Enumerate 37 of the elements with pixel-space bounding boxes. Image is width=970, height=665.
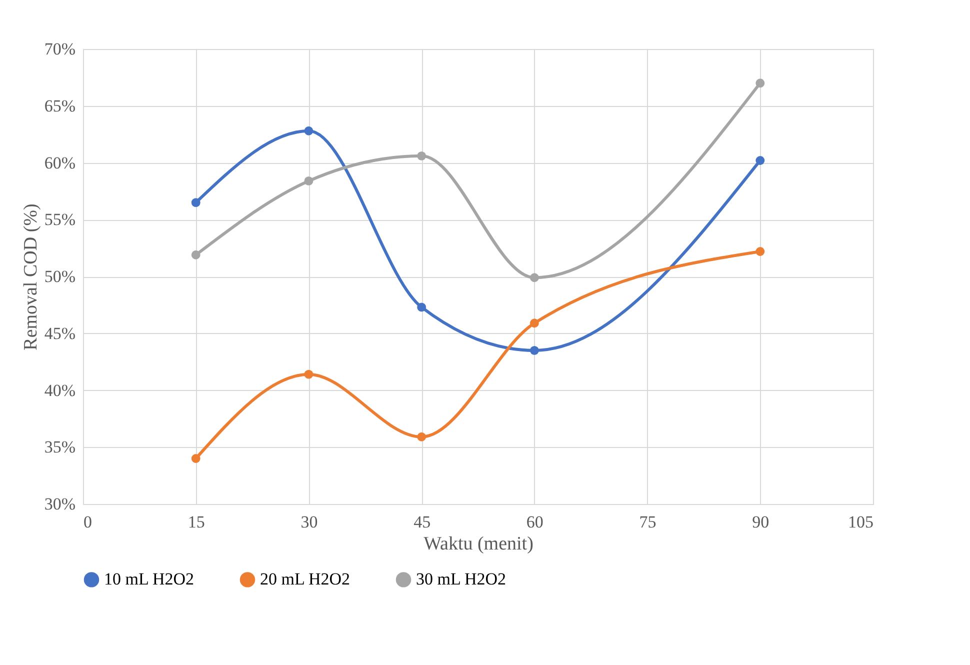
point <box>417 302 426 312</box>
y-tick-label: 65% <box>44 96 76 116</box>
point <box>756 156 765 165</box>
point <box>191 198 200 208</box>
point <box>304 370 314 379</box>
y-tick-label: 55% <box>44 210 76 230</box>
legend-label: 30 mL H2O2 <box>416 570 506 589</box>
y-tick-label: 45% <box>44 324 76 343</box>
point <box>756 78 765 88</box>
point <box>530 346 539 355</box>
y-tick-label: 60% <box>44 153 76 172</box>
point <box>191 454 200 463</box>
x-tick-label: 105 <box>848 512 874 532</box>
legend-label: 10 mL H2O2 <box>104 570 194 589</box>
point <box>530 273 539 282</box>
point <box>530 318 539 328</box>
point <box>304 126 314 136</box>
y-tick-label: 30% <box>44 494 76 514</box>
y-tick-label: 40% <box>44 380 76 400</box>
y-tick-label: 70% <box>44 40 76 58</box>
y-axis-title: Removal COD (%) <box>20 204 42 350</box>
y-tick-label: 35% <box>44 438 76 457</box>
x-tick-label: 75 <box>639 512 656 532</box>
x-tick-label: 0 <box>84 512 92 532</box>
point <box>417 432 426 442</box>
x-tick-label: 90 <box>752 512 770 532</box>
y-tick-label: 50% <box>44 267 76 286</box>
point <box>417 151 426 160</box>
x-tick-label: 45 <box>414 512 431 532</box>
x-tick-label: 30 <box>300 512 318 532</box>
x-axis-title: Waktu (menit) <box>424 534 534 554</box>
point <box>756 247 765 256</box>
point <box>191 250 200 260</box>
x-tick-label: 15 <box>188 512 205 532</box>
legend-label: 20 mL H2O2 <box>260 570 350 589</box>
point <box>304 176 314 186</box>
x-tick-label: 60 <box>526 512 544 532</box>
